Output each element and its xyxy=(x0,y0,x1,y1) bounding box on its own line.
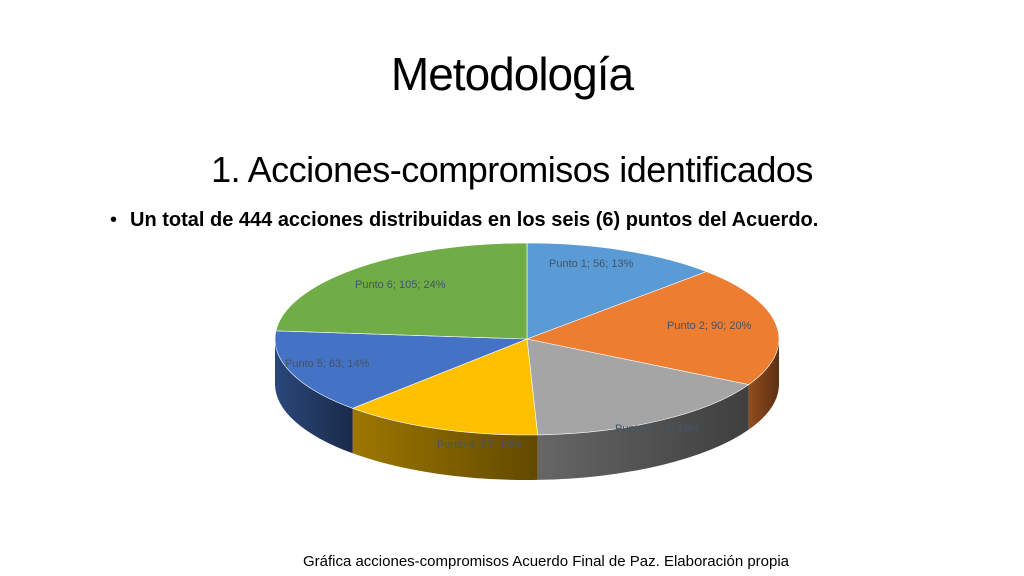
slice-label-punto-1: Punto 1; 56; 13% xyxy=(549,258,634,270)
pie-sides xyxy=(275,339,779,480)
pie-side-punto-2 xyxy=(748,339,779,430)
pie-tops xyxy=(274,242,780,436)
pie-slice-punto-1 xyxy=(526,242,708,340)
pie-slice-punto-6 xyxy=(275,242,528,340)
pie-side-punto-5 xyxy=(275,339,353,454)
pie-slice-punto-4 xyxy=(351,338,539,436)
pie-labels: Punto 1; 56; 13% Punto 2; 90; 20% Punto 3;… xyxy=(285,258,752,451)
slice-label-punto-6: Punto 6; 105; 24% xyxy=(355,279,446,291)
slice-label-punto-4: Punto 4; 57; 13% xyxy=(437,439,522,451)
pie-side-punto-3 xyxy=(537,384,749,480)
bullet-text: Un total de 444 acciones distribuidas en… xyxy=(130,209,819,231)
slice-label-punto-2: Punto 2; 90; 20% xyxy=(667,320,752,332)
pie-slice-punto-3 xyxy=(526,338,750,436)
slice-label-punto-5: Punto 5; 63; 14% xyxy=(285,358,370,370)
chart-caption: Gráfica acciones-compromisos Acuerdo Fin… xyxy=(302,553,790,570)
pie-side-punto-4 xyxy=(352,408,538,480)
bullet-icon: • xyxy=(110,209,118,231)
slide-title: Metodología xyxy=(390,48,634,100)
pie-slice-punto-5 xyxy=(274,330,528,409)
section-title: 1. Acciones-compromisos identificados xyxy=(211,149,813,190)
bullet-point: • Un total de 444 acciones distribuidas e… xyxy=(110,205,970,235)
pie-slice-punto-2 xyxy=(525,271,780,385)
slice-label-punto-3: Punto 3; 73; 16% xyxy=(615,423,700,435)
